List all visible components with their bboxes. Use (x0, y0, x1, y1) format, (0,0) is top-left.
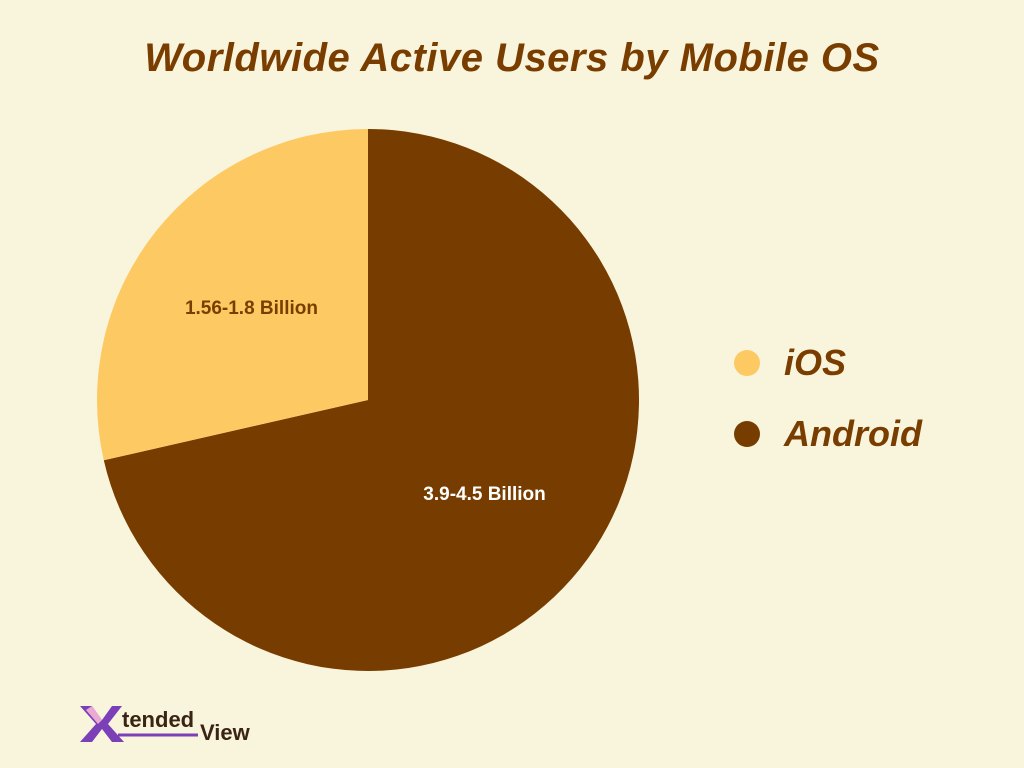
pie-slice-android (103, 129, 640, 671)
chart-title: Worldwide Active Users by Mobile OS (144, 36, 880, 80)
chart-legend: iOS Android (734, 340, 922, 482)
xtendedview-logo: tended View (80, 706, 251, 744)
legend-item-ios: iOS (734, 340, 922, 386)
pie-label-ios: 1.56-1.8 Billion (185, 298, 318, 319)
logo-text-view: View (200, 720, 251, 744)
pie-slice-ios (96, 129, 369, 461)
legend-label-ios: iOS (784, 342, 847, 383)
legend-dot-ios (734, 350, 760, 376)
logo-text-tended: tended (122, 707, 194, 732)
logo-x-accent (86, 706, 102, 724)
legend-label-android: Android (784, 413, 922, 454)
logo-x-mark (80, 706, 124, 742)
pie-label-android: 3.9-4.5 Billion (423, 484, 545, 505)
legend-item-android: Android (734, 411, 922, 457)
legend-dot-android (734, 421, 760, 447)
